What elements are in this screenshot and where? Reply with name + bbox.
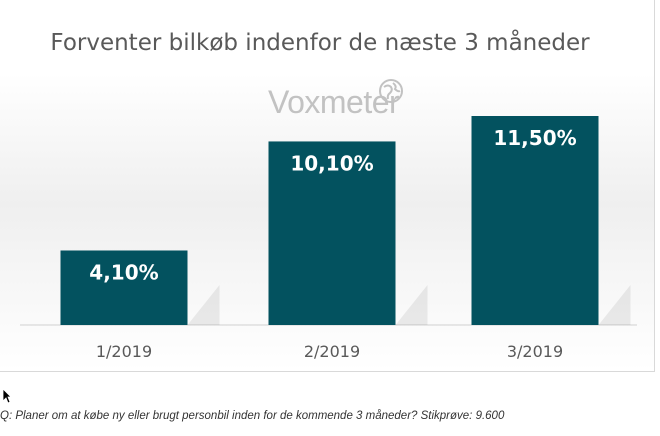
globe-icon: [379, 79, 403, 103]
watermark-logo: Voxmeter: [268, 84, 400, 120]
footnote: Q: Planer om at købe ny eller brugt pers…: [0, 410, 505, 422]
bar-shadow: [598, 285, 631, 325]
chart-title: Forventer bilkøb indenfor de næste 3 mån…: [50, 30, 590, 56]
bar-chart: 4,10% 1/2019 10,10% 2/2019 11,50% 3/2019: [20, 116, 637, 361]
x-tick-label: 1/2019: [96, 342, 152, 361]
bar-2/2019: [268, 141, 396, 325]
data-label: 10,10%: [290, 151, 373, 175]
bar-shadow: [395, 285, 428, 325]
bar-3/2019: [471, 116, 599, 325]
bar-1/2019: [60, 250, 188, 325]
data-label: 4,10%: [89, 260, 158, 284]
bar-shadow: [187, 285, 220, 325]
data-label: 11,50%: [493, 126, 576, 150]
x-tick-label: 3/2019: [507, 342, 563, 361]
x-tick-label: 2/2019: [304, 342, 360, 361]
mouse-cursor-icon: [2, 388, 12, 404]
